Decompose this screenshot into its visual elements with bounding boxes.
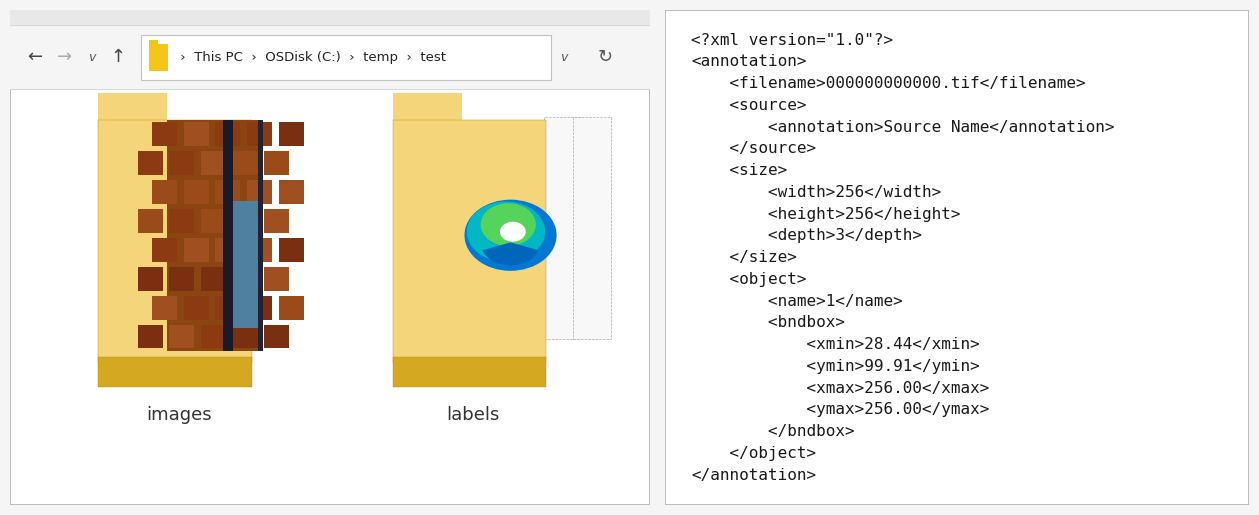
Bar <box>167 119 263 351</box>
Text: </object>: </object> <box>691 446 816 461</box>
Bar <box>247 122 272 146</box>
Text: <xmin>28.44</xmin>: <xmin>28.44</xmin> <box>691 337 980 352</box>
Text: </size>: </size> <box>691 250 797 265</box>
Bar <box>184 180 209 204</box>
Text: <name>1</name>: <name>1</name> <box>691 294 903 308</box>
Text: <ymax>256.00</ymax>: <ymax>256.00</ymax> <box>691 402 990 417</box>
Bar <box>393 119 546 363</box>
Text: <height>256</height>: <height>256</height> <box>691 207 961 221</box>
Bar <box>264 151 290 175</box>
Text: <xmax>256.00</xmax>: <xmax>256.00</xmax> <box>691 381 990 396</box>
Text: ↑: ↑ <box>110 48 125 66</box>
Bar <box>201 325 225 349</box>
Bar <box>152 180 178 204</box>
Bar <box>223 119 233 351</box>
Bar <box>201 209 225 233</box>
Bar <box>215 180 240 204</box>
Text: <source>: <source> <box>691 98 807 113</box>
Bar <box>215 296 240 319</box>
Text: →: → <box>57 48 72 66</box>
Text: v: v <box>88 51 96 64</box>
Text: ↻: ↻ <box>597 48 612 66</box>
Bar <box>278 296 303 319</box>
Bar <box>201 151 225 175</box>
Bar <box>184 122 209 146</box>
Bar <box>278 238 303 262</box>
Bar <box>98 93 167 119</box>
Text: ›  This PC  ›  OSDisk (C:)  ›  temp  ›  test: › This PC › OSDisk (C:) › temp › test <box>176 51 446 64</box>
Bar <box>137 267 162 290</box>
Bar <box>149 40 159 45</box>
Bar <box>247 238 272 262</box>
Bar <box>149 44 167 71</box>
Wedge shape <box>482 243 539 266</box>
Bar <box>169 209 194 233</box>
Bar <box>278 180 303 204</box>
Bar <box>247 296 272 319</box>
Bar <box>264 267 290 290</box>
Text: <bndbox>: <bndbox> <box>691 315 845 330</box>
Bar <box>10 25 650 90</box>
Bar <box>98 357 252 387</box>
Bar <box>544 116 583 339</box>
Text: </annotation>: </annotation> <box>691 468 816 483</box>
Bar <box>258 119 263 351</box>
Text: v: v <box>559 51 567 64</box>
Bar <box>233 151 258 175</box>
Circle shape <box>500 222 526 242</box>
Bar <box>137 151 162 175</box>
Bar <box>169 151 194 175</box>
Bar <box>98 119 252 363</box>
Text: </bndbox>: </bndbox> <box>691 424 855 439</box>
Bar <box>278 122 303 146</box>
Text: </source>: </source> <box>691 141 816 157</box>
Text: <annotation>Source Name</annotation>: <annotation>Source Name</annotation> <box>691 119 1114 134</box>
Circle shape <box>481 203 536 246</box>
Bar <box>10 10 650 25</box>
Circle shape <box>465 200 556 271</box>
Bar <box>264 325 290 349</box>
Bar <box>169 267 194 290</box>
Bar <box>215 238 240 262</box>
Text: <depth>3</depth>: <depth>3</depth> <box>691 228 922 243</box>
Text: <filename>000000000000.tif</filename>: <filename>000000000000.tif</filename> <box>691 76 1085 91</box>
Text: ←: ← <box>26 48 42 66</box>
Text: images: images <box>146 406 212 424</box>
Bar <box>573 116 612 339</box>
Text: <annotation>: <annotation> <box>691 54 807 70</box>
Text: <width>256</width>: <width>256</width> <box>691 185 942 200</box>
Bar <box>393 93 462 119</box>
Text: labels: labels <box>447 406 500 424</box>
Bar <box>201 267 225 290</box>
FancyBboxPatch shape <box>141 35 550 79</box>
Bar <box>215 122 240 146</box>
Bar <box>137 325 162 349</box>
Bar <box>233 325 258 349</box>
Bar <box>233 209 258 233</box>
Bar <box>152 296 178 319</box>
Bar <box>152 122 178 146</box>
Circle shape <box>467 201 545 262</box>
Bar <box>233 267 258 290</box>
Bar <box>137 209 162 233</box>
Text: <?xml version="1.0"?>: <?xml version="1.0"?> <box>691 32 893 47</box>
Bar <box>169 325 194 349</box>
Text: <object>: <object> <box>691 272 807 287</box>
Text: <size>: <size> <box>691 163 787 178</box>
Bar <box>264 209 290 233</box>
Bar <box>233 200 259 328</box>
Bar <box>184 296 209 319</box>
Bar <box>393 357 546 387</box>
Bar <box>152 238 178 262</box>
Text: <ymin>99.91</ymin>: <ymin>99.91</ymin> <box>691 359 980 374</box>
Bar <box>184 238 209 262</box>
Bar <box>247 180 272 204</box>
